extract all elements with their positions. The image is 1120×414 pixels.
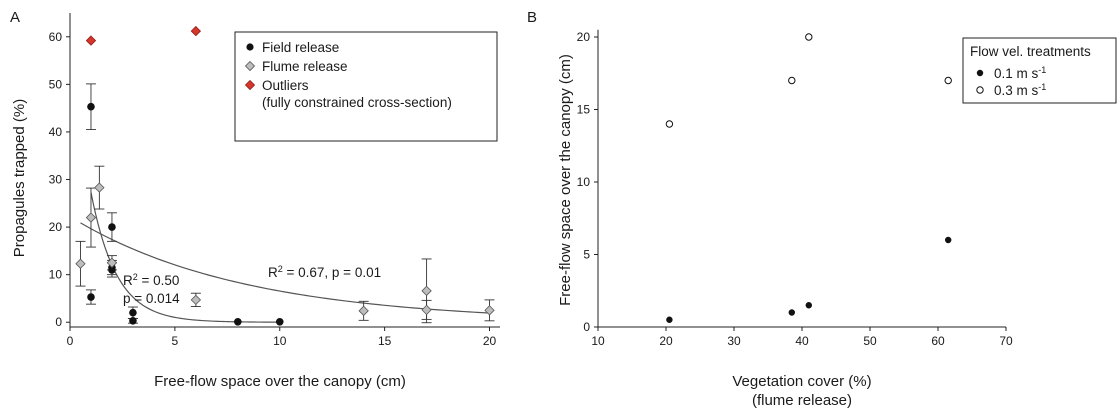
field-point (87, 102, 95, 111)
panel-label-a: A (10, 9, 20, 26)
legend-outliers-label: Outliers (262, 78, 309, 93)
panel-a-chart: 0 5 10 15 20 0 10 20 30 40 50 60 Free-flow space ov… (11, 13, 500, 390)
legend-field-label: Field release (262, 40, 339, 55)
field-point (87, 293, 95, 301)
legend-flume-label: Flume release (262, 59, 348, 74)
panel-label-b: B (527, 9, 537, 26)
panel-b-legend: Flow vel. treatments 0.1 m s-1 0.3 m s-1 (962, 37, 1117, 104)
panel-a-y-tick-label: 40 (49, 125, 63, 139)
flume-point (190, 294, 202, 306)
legend-outliers-note: (fully constrained cross-section) (262, 95, 452, 110)
flume-point (421, 285, 432, 297)
panel-a-x-tick-label: 15 (378, 334, 392, 348)
panel-b-x-tick-label: 10 (591, 334, 605, 348)
panel-a-y-tick-label: 10 (49, 268, 63, 282)
outliers-point (85, 35, 97, 46)
flume-point (106, 257, 118, 268)
panel-b-y-tick-label: 0 (583, 320, 590, 334)
panel-b-y-axis-label: Free-flow space over the canopy (cm) (557, 54, 574, 306)
panel-a-y-tick-label: 20 (49, 220, 63, 234)
panel-a-fit-curves (80, 192, 490, 323)
panel-b-x-tick-label: 20 (659, 334, 673, 348)
panel-a-y-tick-label: 0 (55, 315, 62, 329)
legend-outliers-marker (244, 79, 256, 91)
panel-a-y-tick-label: 30 (49, 173, 63, 187)
field-point (129, 317, 137, 325)
panel-b-x-tick-label: 30 (727, 334, 741, 348)
panel-b-x-tick-label: 60 (931, 334, 945, 348)
panel-a-x-tick-label: 10 (273, 334, 287, 348)
fast-flow-point (805, 33, 813, 41)
fit1-p-annotation: p = 0.014 (123, 291, 180, 306)
panel-b-chart: 10 20 30 40 50 60 70 0 5 10 15 20 Vegetation cover … (557, 29, 1117, 409)
flume-point (75, 258, 86, 269)
panel-a-ticks: 0 5 10 15 20 0 10 20 30 40 50 60 (49, 30, 497, 348)
slow-flow-point (788, 309, 795, 316)
legend-slow-marker (976, 69, 984, 77)
flume-point (484, 305, 495, 316)
panel-a-axes: 0 5 10 15 20 0 10 20 30 40 50 60 (49, 13, 500, 348)
panel-a-x-tick-label: 20 (483, 334, 497, 348)
panel-a-x-axis-label: Free-flow space over the canopy (cm) (154, 373, 406, 390)
fit1-r2-annotation: R2 = 0.50 (123, 272, 179, 288)
panel-b-x-tick-label: 40 (795, 334, 809, 348)
panel-b-x-tick-label: 50 (863, 334, 877, 348)
slow-flow-point (945, 236, 952, 244)
outliers-point (190, 25, 202, 37)
panel-b-y-tick-label: 10 (577, 175, 591, 189)
panel-b-x-axis-label: Vegetation cover (%) (732, 373, 871, 390)
slow-flow-point (666, 316, 673, 323)
field-point (275, 317, 284, 326)
fast-flow-point (788, 76, 796, 85)
flume-point (94, 182, 105, 193)
panel-b-x-tick-label: 70 (999, 334, 1013, 348)
panel-a-y-tick-label: 60 (49, 30, 63, 44)
panel-b-legend-title: Flow vel. treatments (970, 44, 1091, 59)
field-point (129, 308, 137, 317)
panel-a-y-tick-label: 50 (49, 77, 63, 91)
legend-field-marker (246, 43, 254, 51)
panel-b-y-tick-label: 20 (577, 30, 591, 44)
flume-point (85, 212, 97, 223)
legend-fast-marker (976, 86, 984, 94)
panel-b-x-axis-sublabel: (flume release) (752, 392, 852, 409)
legend-slow-label: 0.1 m s-1 (994, 65, 1046, 81)
panel-a-legend-box (234, 31, 498, 142)
panel-b-axes: 10 20 30 40 50 60 70 0 5 10 15 20 (577, 29, 1013, 348)
field-point (108, 223, 116, 231)
panel-b-y-tick-label: 5 (583, 248, 590, 262)
panel-b-ticks: 10 20 30 40 50 60 70 0 5 10 15 20 (577, 30, 1013, 348)
legend-flume-marker (244, 60, 256, 72)
flume-point (358, 305, 369, 316)
field-point (234, 317, 242, 326)
panel-a-x-tick-label: 0 (67, 334, 74, 348)
panel-a-x-tick-label: 5 (172, 334, 179, 348)
panel-a-legend: Field release Flume release Outliers (fu… (234, 31, 498, 142)
flume-point (421, 304, 432, 316)
fast-flow-point (944, 76, 952, 85)
panel-b-points (665, 33, 952, 323)
panel-a-y-axis-label: Propagules trapped (%) (11, 99, 28, 257)
panel-b-y-tick-label: 15 (577, 103, 591, 117)
panel-b-legend-box (962, 37, 1117, 104)
fast-flow-point (665, 120, 674, 128)
fit2-annotation: R2 = 0.67, p = 0.01 (268, 264, 381, 280)
fit-curve-2 (80, 222, 490, 314)
slow-flow-point (805, 302, 812, 309)
field-point (108, 266, 116, 274)
panel-a-points (75, 25, 495, 326)
legend-fast-label: 0.3 m s-1 (994, 82, 1046, 98)
fit-curve-1 (90, 192, 280, 323)
